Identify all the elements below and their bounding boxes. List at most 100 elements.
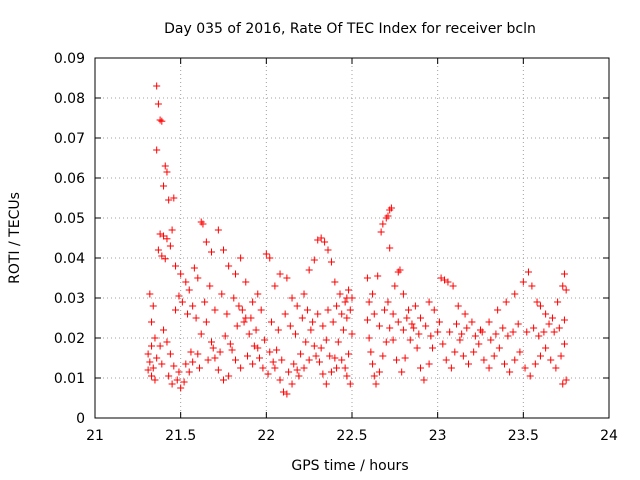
- data-point: [560, 340, 568, 348]
- data-point: [384, 298, 392, 306]
- data-point: [264, 370, 272, 378]
- data-point: [154, 100, 162, 108]
- data-point: [247, 314, 255, 322]
- data-point: [557, 352, 565, 360]
- data-point: [542, 344, 550, 352]
- data-point: [293, 366, 301, 374]
- data-point: [166, 242, 174, 250]
- data-point: [290, 360, 298, 368]
- y-tick-label: 0.09: [54, 51, 85, 67]
- data-point: [381, 306, 389, 314]
- data-point: [346, 306, 354, 314]
- data-point: [531, 360, 539, 368]
- data-point: [153, 82, 161, 90]
- data-point: [405, 306, 413, 314]
- data-point: [413, 344, 421, 352]
- y-tick-label: 0.03: [54, 291, 85, 307]
- data-point: [389, 310, 397, 318]
- data-point: [399, 290, 407, 298]
- data-point: [374, 272, 382, 280]
- data-point: [310, 256, 318, 264]
- y-tick-label: 0.05: [54, 211, 85, 227]
- data-point: [449, 282, 457, 290]
- data-point: [221, 332, 229, 340]
- data-point: [271, 364, 279, 372]
- data-point: [312, 352, 320, 360]
- data-point: [295, 372, 303, 380]
- data-point: [266, 348, 274, 356]
- data-point: [475, 340, 483, 348]
- data-point: [511, 290, 519, 298]
- data-point: [429, 344, 437, 352]
- data-point: [511, 356, 519, 364]
- data-point: [189, 302, 197, 310]
- data-point: [175, 368, 183, 376]
- data-point: [180, 378, 188, 386]
- data-point: [485, 318, 493, 326]
- data-point: [540, 328, 548, 336]
- data-point: [533, 298, 541, 306]
- data-point: [190, 264, 198, 272]
- data-point: [468, 318, 476, 326]
- data-point: [208, 248, 216, 256]
- data-point: [231, 270, 239, 278]
- data-point: [453, 320, 461, 328]
- data-point: [341, 364, 349, 372]
- data-point: [286, 322, 294, 330]
- data-point: [192, 314, 200, 322]
- chart-title: Day 035 of 2016, Rate Of TEC Index for r…: [164, 21, 536, 37]
- data-point: [182, 360, 190, 368]
- data-point: [315, 358, 323, 366]
- data-point: [346, 380, 354, 388]
- y-tick-label: 0.01: [54, 371, 85, 387]
- data-point: [148, 372, 156, 380]
- data-point: [257, 306, 265, 314]
- data-point: [242, 278, 250, 286]
- data-point: [276, 376, 284, 384]
- data-point: [324, 246, 332, 254]
- data-point: [526, 372, 534, 380]
- data-point: [425, 298, 433, 306]
- data-point: [345, 350, 353, 358]
- data-point: [398, 368, 406, 376]
- data-point: [231, 356, 239, 364]
- data-point: [375, 368, 383, 376]
- data-point: [369, 290, 377, 298]
- data-point: [341, 298, 349, 306]
- data-point: [370, 372, 378, 380]
- data-point: [329, 318, 337, 326]
- data-point: [255, 354, 263, 362]
- data-point: [214, 366, 222, 374]
- data-point: [410, 324, 418, 332]
- data-point: [447, 364, 455, 372]
- data-point: [369, 360, 377, 368]
- x-tick-label: 24: [600, 428, 618, 444]
- data-point: [444, 278, 452, 286]
- data-point: [465, 360, 473, 368]
- y-axis-label: ROTI / TECUs: [7, 192, 23, 284]
- data-point: [225, 262, 233, 270]
- data-point: [403, 314, 411, 322]
- data-point: [178, 298, 186, 306]
- data-point: [389, 336, 397, 344]
- data-point: [269, 358, 277, 366]
- data-point: [163, 235, 171, 243]
- data-point: [273, 346, 281, 354]
- data-point: [542, 310, 550, 318]
- data-point: [189, 358, 197, 366]
- data-point: [458, 330, 466, 338]
- data-point: [550, 328, 558, 336]
- data-point: [148, 318, 156, 326]
- data-point: [165, 196, 173, 204]
- data-point: [252, 326, 260, 334]
- data-point: [214, 226, 222, 234]
- data-point: [184, 310, 192, 318]
- data-point: [291, 330, 299, 338]
- data-point: [146, 290, 154, 298]
- data-point: [463, 324, 471, 332]
- data-point: [220, 376, 227, 384]
- data-point: [384, 212, 392, 220]
- data-point: [492, 330, 500, 338]
- data-point: [226, 340, 234, 348]
